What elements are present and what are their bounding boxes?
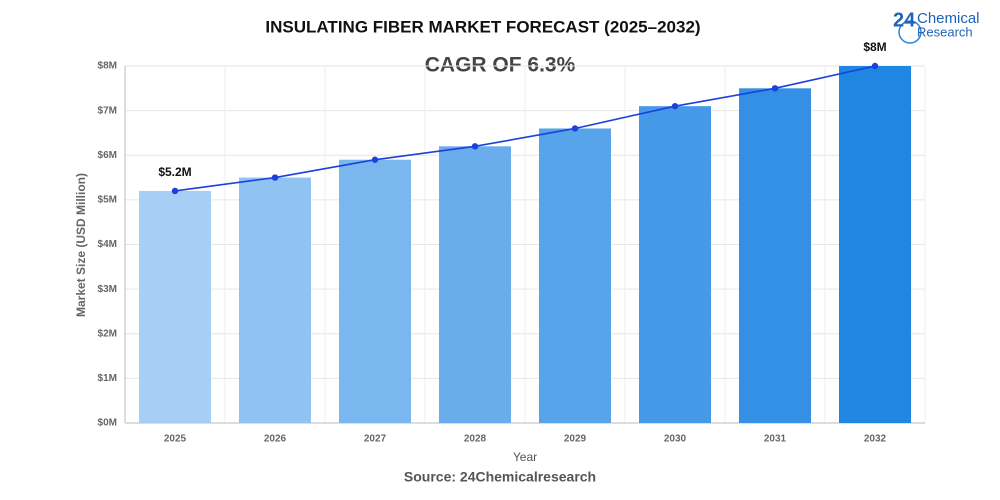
bar (239, 177, 311, 423)
y-tick-label: $6M (98, 150, 117, 161)
y-tick-label: $5M (98, 195, 117, 206)
bar (139, 190, 211, 423)
bar (439, 146, 511, 423)
x-tick-label: 2032 (864, 434, 887, 445)
logo-sub: Research (917, 24, 973, 39)
logo-ring (898, 20, 922, 44)
trend-point (571, 125, 579, 132)
value-label: $8M (863, 40, 886, 54)
chart-subtitle: CAGR OF 6.3% (425, 54, 576, 77)
x-tick-label: 2025 (164, 434, 187, 445)
logo-number: 24 (893, 9, 916, 31)
trend-point (671, 102, 679, 110)
chart-title: INSULATING FIBER MARKET FORECAST (2025–2… (265, 17, 700, 36)
trend-point (871, 62, 879, 70)
y-tick-label: $7M (98, 105, 117, 116)
bar (839, 66, 911, 423)
y-tick-label: $4M (98, 239, 117, 250)
source: Source: 24Chemicalresearch (404, 469, 596, 485)
y-tick-label: $3M (98, 284, 117, 295)
y-tick-label: $2M (98, 328, 117, 339)
y-tick-label: $0M (98, 418, 117, 429)
trend-point (471, 143, 479, 150)
bar (739, 88, 811, 423)
trend-point (771, 85, 779, 92)
logo: 24 Chemical Research (893, 9, 980, 44)
x-tick-label: 2031 (764, 434, 787, 445)
y-tick-label: $1M (98, 373, 117, 384)
x-tick-label: 2029 (564, 434, 587, 445)
bar (639, 106, 711, 423)
x-tick-label: 2027 (364, 434, 387, 445)
x-axis-label: Year (513, 450, 537, 464)
y-axis-label: Market Size (USD Million) (74, 173, 88, 317)
y-tick-label: $8M (98, 61, 117, 72)
x-tick-label: 2028 (464, 434, 487, 445)
trend-point (371, 156, 379, 163)
x-tick-label: 2030 (664, 434, 687, 445)
bar (539, 128, 611, 423)
bar (339, 159, 411, 423)
value-label: $5.2M (158, 165, 191, 179)
x-tick-label: 2026 (264, 434, 287, 445)
trend-line (174, 65, 876, 192)
trend-point (171, 187, 179, 195)
trend-point (271, 174, 279, 181)
logo-name: Chemical (917, 10, 980, 27)
